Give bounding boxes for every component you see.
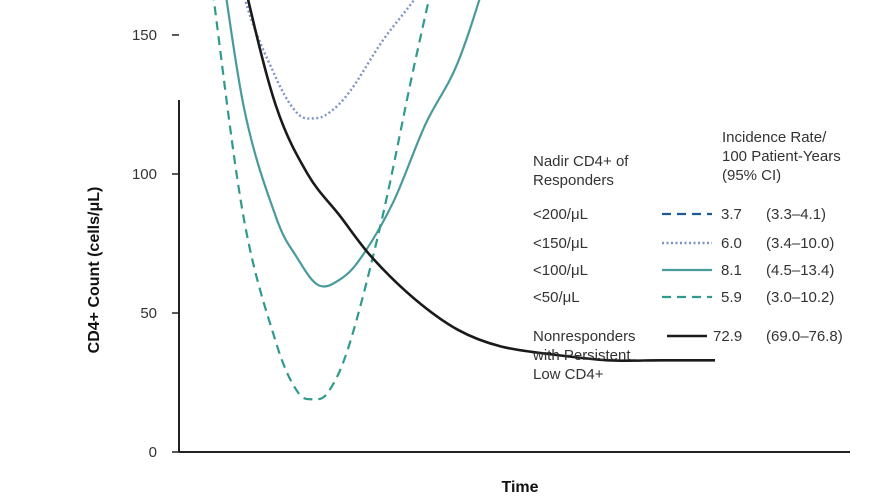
y-tick-label: 100 [132, 166, 157, 183]
legend: Incidence Rate/100 Patient-Years (95% CI)… [532, 129, 843, 383]
legend-series-name: <200/μL [533, 206, 588, 223]
legend-group-title: Responders [533, 172, 614, 189]
legend-rate: 8.1 [721, 262, 742, 279]
legend-ci: (3.4–10.0) [766, 235, 834, 252]
legend-rate-header: Incidence Rate/ [722, 129, 827, 146]
legend-rate: 3.7 [721, 206, 742, 223]
legend-ci: (4.5–13.4) [766, 262, 834, 279]
series-line-2 [225, 0, 481, 288]
legend-rate: 6.0 [721, 235, 742, 252]
y-axis: 050100150200 [132, 27, 180, 461]
y-tick-label: 0 [149, 444, 157, 461]
legend-series-name: <50/μL [533, 289, 580, 306]
legend-group-title: Nadir CD4+ of [533, 153, 629, 170]
series-lines [212, 0, 715, 401]
legend-rate-header: (95% CI) [722, 167, 781, 184]
series-line-4 [246, 0, 715, 362]
legend-rate-header: 100 Patient-Years [722, 148, 841, 165]
legend-series-name: <150/μL [533, 235, 588, 252]
legend-rate: 72.9 [713, 328, 742, 345]
series-line-1 [243, 0, 416, 120]
series-line-3 [212, 0, 430, 401]
x-axis-title: Time [501, 479, 538, 496]
y-axis-title: CD4+ Count (cells/μL) [86, 187, 103, 354]
legend-ci: (3.3–4.1) [766, 206, 826, 223]
legend-series-name: Low CD4+ [533, 366, 604, 383]
legend-rate: 5.9 [721, 289, 742, 306]
y-tick-label: 50 [140, 305, 157, 322]
legend-ci: (69.0–76.8) [766, 328, 843, 345]
y-tick-label: 150 [132, 27, 157, 44]
legend-series-name: with Persistent [532, 347, 631, 364]
legend-ci: (3.0–10.2) [766, 289, 834, 306]
legend-series-name: <100/μL [533, 262, 588, 279]
legend-series-name: Nonresponders [533, 328, 636, 345]
